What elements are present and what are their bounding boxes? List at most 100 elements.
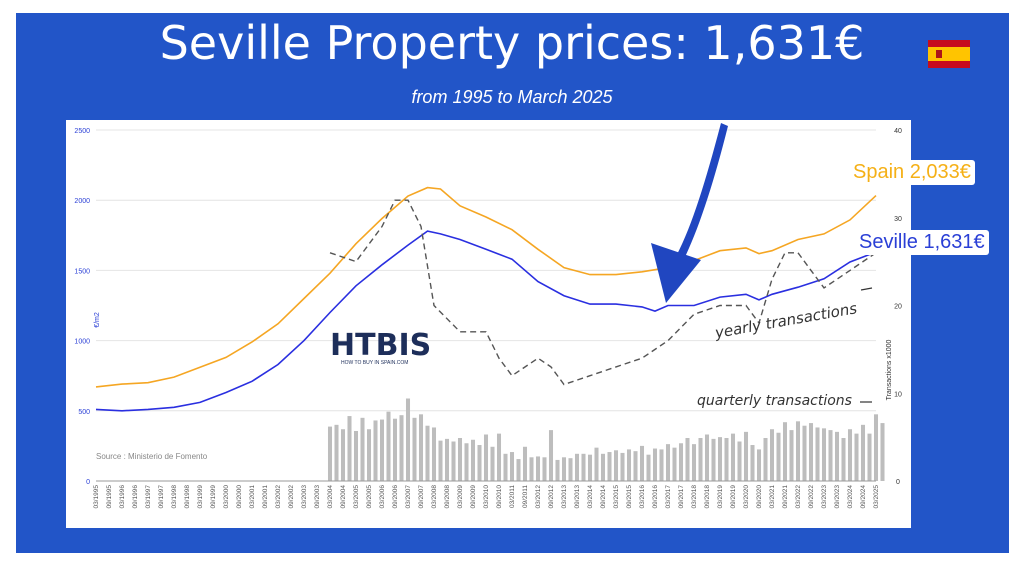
quarterly-bar — [327, 426, 333, 481]
x-tick-label: 09/1998 — [184, 485, 191, 509]
quarterly-bar — [425, 425, 430, 481]
quarterly-bar — [704, 434, 710, 481]
logo-text: HTBIS — [330, 328, 431, 363]
x-tick-label: 03/2024 — [847, 485, 854, 509]
series-lines — [95, 186, 877, 482]
quarterly-bar — [587, 454, 593, 481]
quarterly-bar — [743, 431, 749, 481]
quarterly-bar — [698, 438, 703, 481]
quarterly-bar — [477, 445, 482, 481]
x-tick-label: 03/2003 — [301, 485, 308, 509]
arrow-to-dashed — [860, 287, 873, 291]
spain-flag-icon — [928, 40, 970, 68]
quarterly-bar — [646, 454, 651, 481]
x-tick-label: 03/2015 — [613, 485, 620, 509]
x-tick-label: 03/2002 — [275, 485, 282, 509]
x-tick-label: 09/1999 — [210, 485, 217, 509]
x-tick-label: 09/2012 — [548, 485, 555, 509]
x-tick-label: 09/2015 — [626, 485, 633, 509]
x-tick-label: 03/2007 — [405, 485, 412, 509]
big-arrow-head — [651, 243, 701, 303]
x-tick-label: 03/2001 — [249, 485, 256, 509]
seville-price-label: Seville 1,631€ — [855, 230, 989, 255]
annotation-quarterly: quarterly transactions — [697, 393, 852, 409]
quarterly-bar — [373, 420, 378, 481]
x-tick-label: 03/2019 — [717, 485, 724, 509]
quarterly-bar — [659, 449, 664, 481]
x-tick-label: 03/2012 — [535, 485, 542, 509]
quarterly-bar — [789, 430, 794, 481]
quarterly-bar — [854, 433, 859, 481]
x-tick-label: 09/2011 — [522, 485, 529, 508]
x-tick-label: 03/2005 — [353, 485, 360, 509]
quarterly-bar — [639, 445, 645, 481]
quarterly-bar — [834, 431, 840, 481]
quarterly-bar — [431, 427, 437, 481]
flag-crest — [936, 50, 942, 58]
quarterly-bar — [386, 411, 391, 481]
quarterly-bar — [522, 446, 528, 481]
quarterly-bar — [633, 451, 638, 481]
quarterly-bar — [730, 433, 736, 481]
x-tick-label: 09/2023 — [834, 485, 841, 509]
x-axis: 03/1995 09/1995 03/1996 09/1996 03/1997 09/19… — [93, 485, 880, 509]
x-tick-label: 03/2020 — [743, 485, 750, 509]
x-tick-label: 09/2019 — [730, 485, 737, 509]
x-tick-label: 03/2014 — [587, 485, 594, 509]
series-line-1 — [95, 230, 877, 412]
quarterly-bar — [418, 414, 424, 481]
x-tick-label: 03/2023 — [821, 485, 828, 509]
x-tick-label: 03/1995 — [93, 485, 100, 509]
quarterly-bar — [542, 457, 547, 481]
x-tick-label: 09/2018 — [704, 485, 711, 509]
y-axis-right: 0 10 20 30 40 — [894, 128, 902, 486]
quarterly-bar — [860, 424, 866, 481]
x-tick-label: 09/2010 — [496, 485, 503, 509]
quarterly-bar — [457, 438, 463, 481]
quarterly-bar — [626, 449, 632, 481]
quarterly-bar — [600, 453, 606, 481]
quarterly-bar — [867, 433, 872, 481]
quarterly-bar — [821, 428, 827, 481]
quarterly-bar — [594, 447, 599, 481]
quarterly-bar — [548, 430, 554, 481]
x-tick-label: 09/2007 — [418, 485, 425, 509]
x-tick-label: 03/2000 — [223, 485, 230, 509]
y-tick-label: 2000 — [74, 198, 90, 205]
big-arrow-shaft — [674, 123, 728, 263]
quarterly-bar — [334, 424, 339, 481]
source-note: Source : Ministerio de Fomento — [96, 452, 208, 461]
quarterly-bar — [483, 434, 489, 481]
x-tick-label: 09/2013 — [574, 485, 581, 509]
quarterly-bar — [769, 429, 775, 481]
y-axis-label: €/m2 — [94, 312, 101, 328]
x-tick-label: 09/2014 — [600, 485, 607, 509]
x-tick-label: 09/2000 — [236, 485, 243, 509]
series-line-0 — [95, 186, 877, 388]
quarterly-bar — [470, 439, 476, 481]
quarterly-bar — [750, 445, 755, 481]
quarterly-bar — [724, 438, 729, 481]
quarterly-bar — [678, 443, 684, 481]
annotations: yearly transactions quarterly transactio… — [697, 287, 873, 409]
quarterly-bar — [880, 423, 885, 481]
x-tick-label: 03/1999 — [197, 485, 204, 509]
chart-panel: 0 500 1000 1500 2000 2500 0 10 20 30 40 03/1995 09… — [66, 120, 911, 528]
y-tick-label: 0 — [86, 479, 90, 486]
x-tick-label: 03/2018 — [691, 485, 698, 509]
x-tick-label: 03/2022 — [795, 485, 802, 509]
quarterly-bar — [665, 444, 671, 481]
quarterly-bar — [717, 437, 723, 481]
x-tick-label: 03/2004 — [327, 485, 334, 509]
y-right-tick-label: 30 — [894, 216, 902, 223]
x-tick-label: 09/2020 — [756, 485, 763, 509]
y-tick-label: 1500 — [74, 268, 90, 275]
quarterly-bar — [360, 417, 365, 481]
flag-top-stripe — [928, 40, 970, 47]
x-tick-label: 09/2017 — [678, 485, 685, 509]
chart-grid — [96, 129, 876, 482]
x-tick-label: 09/2005 — [366, 485, 373, 509]
htbis-logo: HTBIS HOW TO BUY IN SPAIN.COM — [330, 328, 431, 366]
quarterly-bar — [503, 453, 508, 481]
x-tick-label: 03/1996 — [119, 485, 126, 509]
